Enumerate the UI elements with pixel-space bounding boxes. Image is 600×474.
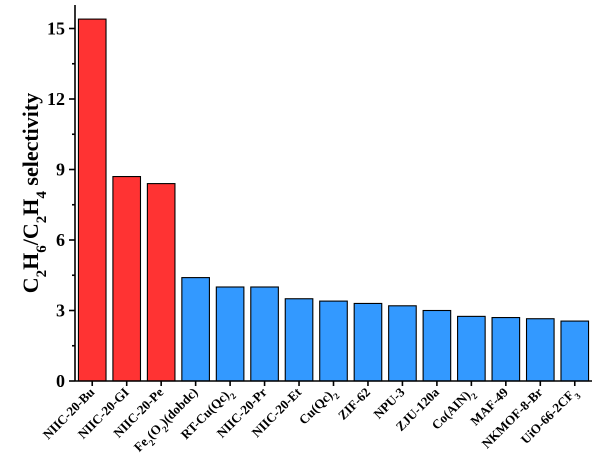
y-tick-label: 12 — [47, 89, 65, 109]
y-tick-label: 6 — [56, 230, 65, 250]
bar-3 — [147, 184, 175, 381]
x-axis-labels: NIIC-20-BuNIIC-20-GINIIC-20-PeFe2(O2)(do… — [40, 381, 583, 457]
bar-15 — [561, 321, 589, 381]
bar-2 — [113, 177, 141, 381]
x-category-label: Cu(Qc)2 — [296, 384, 342, 430]
x-category-label: ZIF-62 — [335, 385, 373, 423]
y-tick-label: 0 — [56, 371, 65, 391]
bar-5 — [216, 287, 244, 381]
bar-11 — [423, 311, 451, 382]
bar-1 — [78, 19, 106, 381]
bar-8 — [320, 301, 348, 381]
bar-4 — [182, 278, 210, 381]
bar-13 — [492, 318, 520, 381]
bar-14 — [527, 319, 555, 381]
y-tick-label: 9 — [56, 160, 65, 180]
y-tick-label: 15 — [47, 19, 65, 39]
y-axis-title: C2H6/C2H4 selectivity — [18, 93, 50, 294]
y-axis-ticks: 0 3 6 9 12 15 — [47, 19, 75, 392]
bar-12 — [458, 316, 486, 381]
bar-10 — [389, 306, 417, 381]
y-tick-label: 3 — [56, 301, 65, 321]
y-axis-title-group: C2H6/C2H4 selectivity — [18, 93, 50, 294]
bar-6 — [251, 287, 279, 381]
bar-7 — [285, 299, 313, 381]
bar-9 — [354, 303, 382, 381]
plot-area — [78, 19, 588, 381]
